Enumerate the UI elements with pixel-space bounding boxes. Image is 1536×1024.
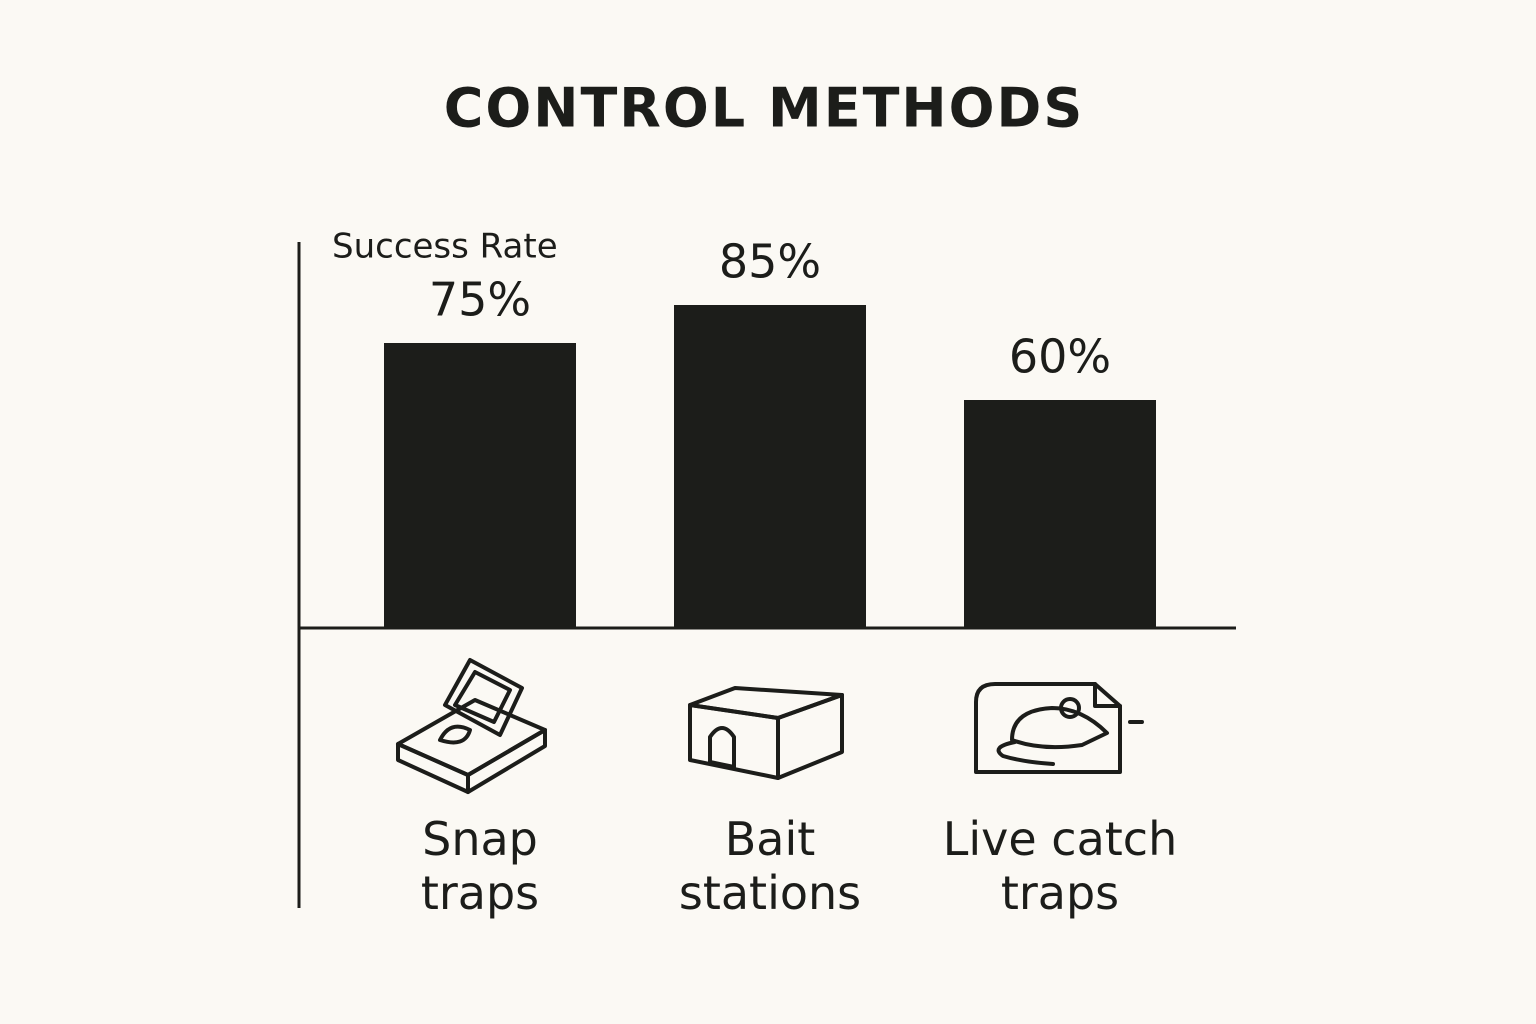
bait-station-icon: [688, 686, 844, 780]
live-trap-icon: [974, 682, 1144, 774]
bar: [964, 400, 1156, 628]
chart-title: CONTROL METHODS: [444, 77, 1085, 140]
category-label: Bait stations: [678, 812, 862, 920]
value-label: 85%: [719, 235, 821, 289]
value-label: 60%: [1009, 330, 1111, 384]
y-axis-label: Success Rate: [332, 227, 558, 267]
bar: [384, 343, 576, 628]
category-label: Snap traps: [420, 812, 540, 920]
snap-trap-icon: [396, 658, 547, 794]
category-label: Live catch traps: [942, 812, 1178, 920]
value-label: 75%: [429, 273, 531, 327]
bar: [674, 305, 866, 628]
